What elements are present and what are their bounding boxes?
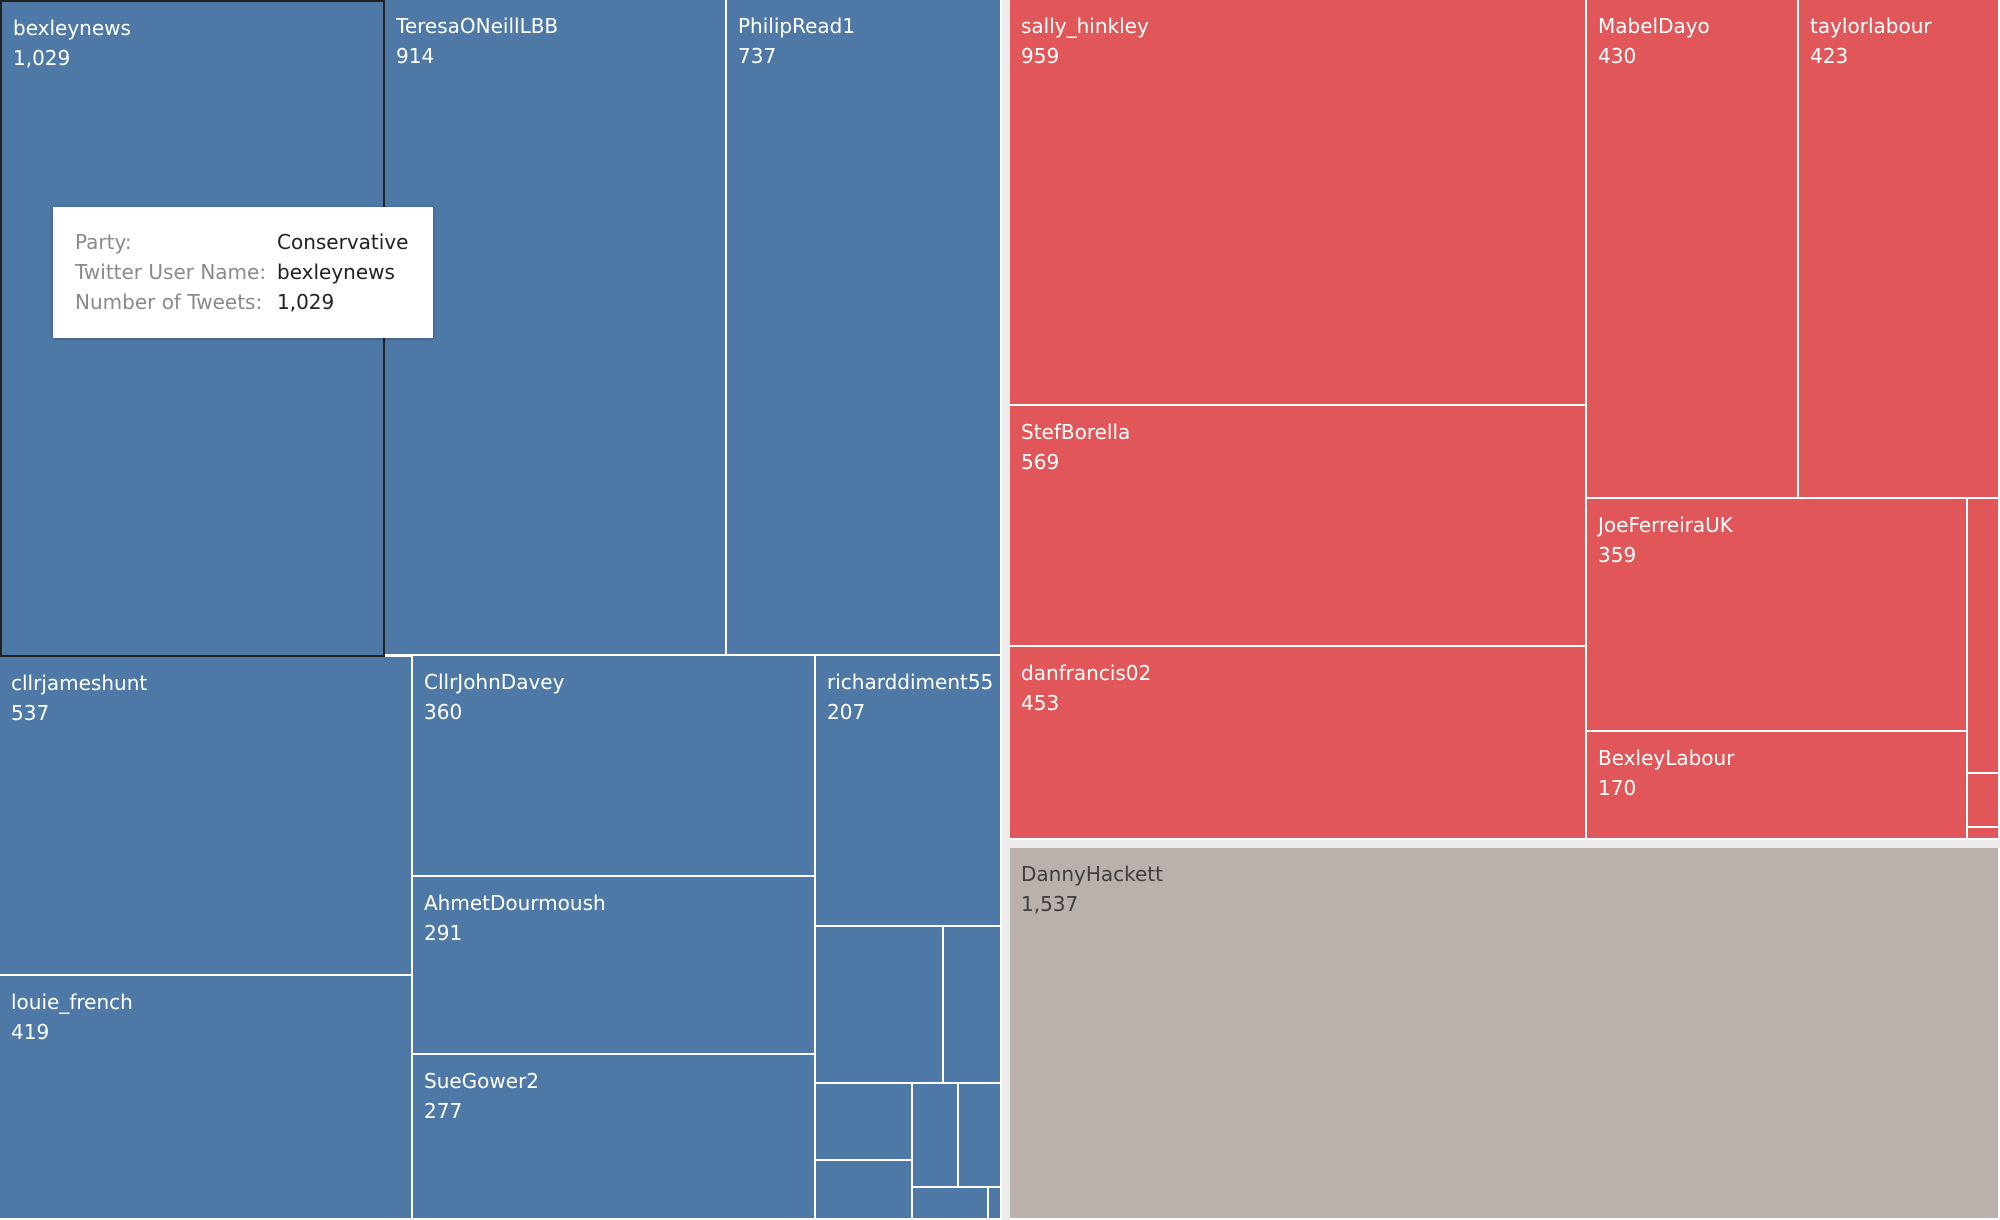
tile-value: 359 [1598, 543, 1637, 567]
tile-label: taylorlabour 423 [1810, 11, 1932, 71]
tile-danfrancis02[interactable]: danfrancis02 453 [1010, 647, 1587, 840]
tile-value: 291 [424, 921, 463, 945]
tile-small-7[interactable] [913, 1188, 989, 1220]
tile-name: taylorlabour [1810, 14, 1932, 38]
tooltip-party-row: Party: Conservative [75, 227, 411, 257]
tile-label: bexleynews 1,029 [13, 13, 131, 73]
tooltip-party-value: Conservative [277, 230, 409, 254]
tooltip-user-value: bexleynews [277, 260, 395, 284]
tile-name: sally_hinkley [1021, 14, 1149, 38]
tile-small-5[interactable] [959, 1084, 1002, 1188]
tile-value: 360 [424, 700, 463, 724]
group-separator [1010, 840, 2000, 848]
tile-label: TeresaONeillLBB 914 [396, 11, 558, 71]
tile-value: 170 [1598, 776, 1637, 800]
tile-name: louie_french [11, 990, 133, 1014]
tile-name: AhmetDourmoush [424, 891, 606, 915]
tile-bexleylabour[interactable]: BexleyLabour 170 [1587, 732, 1968, 840]
tile-label: PhilipRead1 737 [738, 11, 855, 71]
tile-label: danfrancis02 453 [1021, 658, 1151, 718]
tile-name: TeresaONeillLBB [396, 14, 559, 38]
tile-name: DannyHackett [1021, 862, 1163, 886]
tile-name: CllrJohnDavey [424, 670, 565, 694]
tile-small-8[interactable] [989, 1188, 1002, 1220]
tile-small-1[interactable] [816, 927, 944, 1084]
tile-label: AhmetDourmoush 291 [424, 888, 606, 948]
tile-name: StefBorella [1021, 420, 1131, 444]
tile-label: louie_french 419 [11, 987, 133, 1047]
tile-small-3[interactable] [816, 1084, 913, 1161]
tile-label: SueGower2 277 [424, 1066, 539, 1126]
tile-joeferreirauk[interactable]: JoeFerreiraUK 359 [1587, 499, 1968, 732]
tile-value: 419 [11, 1020, 50, 1044]
tile-value: 423 [1810, 44, 1849, 68]
tile-label: BexleyLabour 170 [1598, 743, 1734, 803]
tile-value: 537 [11, 701, 50, 725]
tile-name: JoeFerreiraUK [1598, 513, 1733, 537]
tile-name: bexleynews [13, 16, 131, 40]
tile-small-11[interactable] [1968, 828, 2000, 840]
tile-richarddiment55[interactable]: richarddiment55 207 [816, 656, 1002, 927]
tooltip-user-label: Twitter User Name: [75, 260, 267, 284]
tile-value: 959 [1021, 44, 1060, 68]
tile-cllrjohndavey[interactable]: CllrJohnDavey 360 [413, 656, 816, 877]
tile-name: SueGower2 [424, 1069, 540, 1093]
tile-small-6[interactable] [816, 1161, 913, 1220]
tile-taylorlabour[interactable]: taylorlabour 423 [1799, 0, 2000, 499]
group-separator [1002, 0, 1010, 1220]
tooltip: Party: Conservative Twitter User Name: b… [53, 207, 433, 338]
tile-name: richarddiment55 [827, 670, 994, 694]
tile-ahmetdourmoush[interactable]: AhmetDourmoush 291 [413, 877, 816, 1055]
tooltip-tweets-label: Number of Tweets: [75, 290, 263, 314]
tile-label: richarddiment55 207 [827, 667, 993, 727]
tile-philipread1[interactable]: PhilipRead1 737 [727, 0, 1002, 656]
tile-label: DannyHackett 1,537 [1021, 859, 1163, 919]
tile-stefborella[interactable]: StefBorella 569 [1010, 406, 1587, 647]
tile-value: 207 [827, 700, 866, 724]
tile-suegower2[interactable]: SueGower2 277 [413, 1055, 816, 1220]
tile-teresaoneilllbb[interactable]: TeresaONeillLBB 914 [385, 0, 727, 656]
tooltip-tweets-value: 1,029 [277, 290, 335, 314]
tile-value: 569 [1021, 450, 1060, 474]
tile-value: 430 [1598, 44, 1637, 68]
tooltip-tweets-row: Number of Tweets: 1,029 [75, 287, 411, 317]
tile-value: 1,029 [13, 46, 71, 70]
tile-value: 277 [424, 1099, 463, 1123]
tile-small-10[interactable] [1968, 774, 2000, 828]
tile-small-4[interactable] [913, 1084, 959, 1188]
tile-value: 914 [396, 44, 435, 68]
tile-name: PhilipRead1 [738, 14, 856, 38]
tile-name: MabelDayo [1598, 14, 1710, 38]
tile-value: 1,537 [1021, 892, 1079, 916]
tile-name: cllrjameshunt [11, 671, 148, 695]
tile-label: JoeFerreiraUK 359 [1598, 510, 1733, 570]
tile-label: MabelDayo 430 [1598, 11, 1710, 71]
tile-label: cllrjameshunt 537 [11, 668, 147, 728]
tile-name: BexleyLabour [1598, 746, 1735, 770]
tile-sally-hinkley[interactable]: sally_hinkley 959 [1010, 0, 1587, 406]
tile-cllrjameshunt[interactable]: cllrjameshunt 537 [0, 657, 413, 976]
tile-label: StefBorella 569 [1021, 417, 1130, 477]
tile-louie-french[interactable]: louie_french 419 [0, 976, 413, 1220]
tile-mabeldayo[interactable]: MabelDayo 430 [1587, 0, 1799, 499]
tile-label: sally_hinkley 959 [1021, 11, 1149, 71]
tile-value: 453 [1021, 691, 1060, 715]
tile-small-2[interactable] [944, 927, 1002, 1084]
tile-label: CllrJohnDavey 360 [424, 667, 564, 727]
tooltip-party-label: Party: [75, 230, 132, 254]
tile-value: 737 [738, 44, 777, 68]
tooltip-user-row: Twitter User Name: bexleynews [75, 257, 411, 287]
tile-small-9[interactable] [1968, 499, 2000, 774]
tile-name: danfrancis02 [1021, 661, 1152, 685]
tile-dannyhackett[interactable]: DannyHackett 1,537 [1010, 848, 2000, 1220]
